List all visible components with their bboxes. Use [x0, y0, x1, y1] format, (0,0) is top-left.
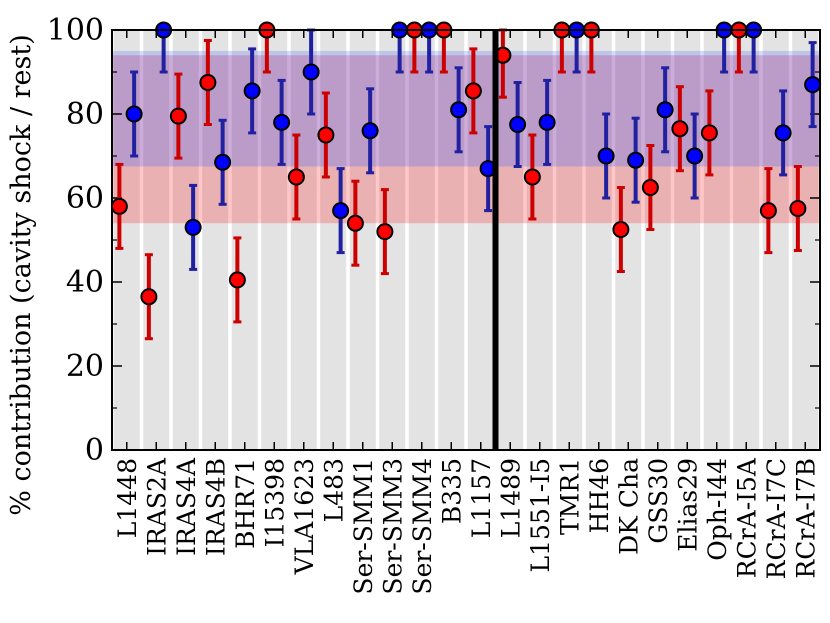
blue-point-Elias29: [686, 147, 704, 165]
x-tick-label-RCrA-I7B: RCrA-I7B: [791, 458, 820, 579]
red-point-Ser-SMM3: [376, 223, 394, 241]
x-tick-label-I15398: I15398: [260, 458, 289, 547]
red-point-VLA1623: [287, 168, 305, 186]
x-tick-labels: L1448 IRAS2A IRAS4A IRAS4B BHR71 I15398 VLA162…: [113, 457, 821, 595]
blue-point-L1551-I5: [538, 113, 556, 131]
red-point-IRAS4B: [199, 74, 217, 91]
blue-point-GSS30: [656, 101, 674, 119]
red-point-Elias29: [671, 120, 689, 138]
blue-point-BHR71: [243, 82, 261, 100]
x-tick-label-Ser-SMM3: Ser-SMM3: [378, 458, 407, 595]
x-tick-label-B335: B335: [437, 458, 466, 524]
red-point-DK Cha: [612, 221, 630, 238]
red-point-Ser-SMM1: [346, 214, 364, 232]
red-point-RCrA-I7B: [789, 200, 807, 217]
y-tick-label-80: 80: [66, 97, 104, 132]
x-tick-label-TMR1: TMR1: [555, 458, 584, 535]
stripe-10: [408, 30, 435, 450]
blue-point-VLA1623: [302, 63, 320, 81]
x-tick-label-Oph-I44: Oph-I44: [703, 458, 732, 561]
blue-point-I15398: [273, 113, 291, 131]
x-tick-label-Elias29: Elias29: [673, 458, 702, 552]
x-tick-label-HH46: HH46: [585, 458, 614, 533]
red-point-GSS30: [641, 179, 659, 196]
red-band: [112, 166, 820, 224]
blue-point-L1489: [509, 116, 527, 133]
x-tick-label-IRAS2A: IRAS2A: [142, 457, 171, 556]
blue-point-DK Cha: [627, 151, 645, 169]
blue-point-L483: [332, 202, 350, 220]
red-point-BHR71: [228, 271, 246, 289]
red-point-RCrA-I7C: [759, 202, 777, 220]
x-tick-label-DK Cha: DK Cha: [614, 458, 643, 555]
x-tick-label-IRAS4A: IRAS4A: [172, 457, 201, 556]
y-tick-label-40: 40: [66, 265, 104, 300]
blue-band-top: [112, 51, 820, 56]
red-point-L483: [317, 126, 335, 144]
y-tick-label-20: 20: [66, 349, 104, 384]
x-tick-label-BHR71: BHR71: [231, 458, 260, 549]
x-tick-label-Ser-SMM1: Ser-SMM1: [349, 458, 378, 595]
blue-point-RCrA-I7C: [774, 124, 792, 142]
blue-point-B335: [450, 101, 468, 119]
blue-point-IRAS4B: [214, 153, 232, 171]
x-tick-label-L1448: L1448: [113, 458, 142, 538]
blue-point-IRAS4A: [184, 218, 202, 236]
x-tick-label-L483: L483: [319, 458, 348, 522]
y-tick-label-0: 0: [85, 433, 104, 468]
stripe-15: [556, 30, 583, 450]
x-tick-label-VLA1623: VLA1623: [290, 458, 319, 575]
red-point-L1157: [464, 82, 482, 100]
x-tick-label-GSS30: GSS30: [644, 458, 673, 544]
stripe-16: [585, 30, 612, 450]
y-tick-labels: 0 20 40 60 80 100: [47, 13, 104, 468]
red-point-Oph-I44: [700, 124, 718, 142]
blue-point-HH46: [597, 147, 615, 165]
x-tick-label-RCrA-I5A: RCrA-I5A: [732, 457, 761, 578]
red-point-L1448: [110, 197, 128, 215]
y-tick-label-100: 100: [47, 13, 104, 48]
blue-point-L1448: [125, 105, 143, 123]
red-point-IRAS4A: [169, 107, 187, 125]
x-tick-label-L1551-I5: L1551-I5: [526, 458, 555, 572]
y-axis-label: % contribution (cavity shock / rest): [6, 34, 37, 515]
stripe-1: [143, 30, 170, 450]
red-point-IRAS2A: [140, 288, 158, 306]
x-tick-label-RCrA-I7C: RCrA-I7C: [762, 458, 791, 579]
red-point-L1551-I5: [523, 168, 541, 186]
x-tick-label-L1489: L1489: [496, 458, 525, 538]
y-tick-label-60: 60: [66, 181, 104, 216]
x-tick-label-L1157: L1157: [467, 458, 496, 538]
blue-point-RCrA-I7B: [804, 76, 822, 94]
blue-point-Ser-SMM1: [361, 122, 379, 140]
x-tick-label-Ser-SMM4: Ser-SMM4: [408, 458, 437, 595]
stripe-21: [733, 30, 760, 450]
x-tick-label-IRAS4B: IRAS4B: [201, 458, 230, 556]
plot-frame: [111, 29, 821, 451]
